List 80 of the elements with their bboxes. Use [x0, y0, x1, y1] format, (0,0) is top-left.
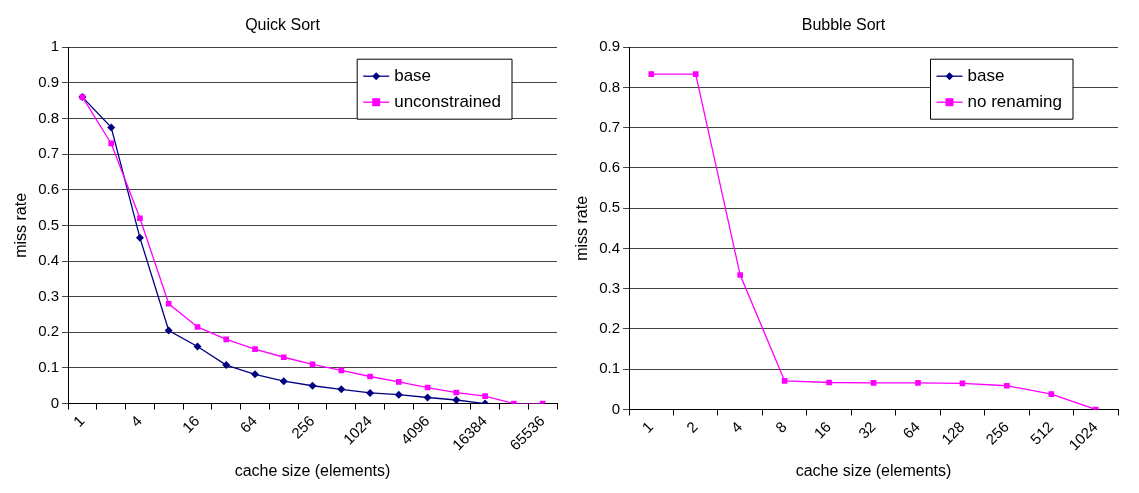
x-tick-label: 4 [727, 417, 746, 436]
point [308, 381, 317, 390]
legend-label: base [394, 65, 432, 85]
y-tick-label: 0.9 [38, 72, 60, 90]
x-tick-label: 2 [682, 417, 701, 436]
y-axis-title: miss rate [573, 195, 591, 261]
y-tick-label: 0.7 [38, 144, 60, 162]
x-tick-label: 1 [638, 417, 657, 436]
point [164, 326, 173, 335]
y-tick-label: 0.5 [38, 215, 60, 233]
point [337, 385, 346, 394]
point [366, 388, 375, 397]
point [194, 324, 201, 330]
point [692, 71, 699, 77]
point [222, 361, 231, 370]
x-tick-label: 64 [236, 411, 261, 436]
y-tick-label: 0.9 [599, 37, 621, 55]
x-tick-label: 8 [771, 417, 790, 436]
x-tick-label: 256 [982, 417, 1012, 448]
x-tick-label: 256 [287, 411, 318, 442]
y-tick-label: 0.4 [38, 251, 60, 269]
y-tick-label: 0 [50, 393, 60, 411]
legend-label: base [967, 65, 1005, 85]
chart-title: Quick Sort [245, 16, 321, 34]
point [737, 272, 744, 278]
y-tick-label: 0.2 [38, 322, 60, 340]
point [1048, 391, 1055, 398]
y-tick-label: 0.8 [599, 77, 621, 95]
point [394, 390, 403, 399]
x-tick-label: 16 [178, 411, 203, 436]
y-tick-label: 0.8 [38, 108, 60, 126]
point [781, 378, 788, 384]
point [423, 393, 432, 402]
y-axis-title: miss rate [12, 192, 30, 258]
y-tick-label: 0.2 [599, 319, 621, 337]
legend-label: unconstrained [394, 91, 502, 111]
y-tick-label: 0.1 [38, 358, 60, 376]
legend-label: no renaming [967, 91, 1063, 111]
point [108, 140, 115, 147]
point [280, 354, 287, 361]
point [193, 342, 202, 351]
x-axis-title: cache size (elements) [795, 461, 952, 479]
y-tick-label: 0.4 [599, 238, 621, 256]
point [367, 373, 373, 380]
point [452, 396, 461, 404]
point [107, 123, 116, 132]
y-tick-label: 1 [50, 37, 60, 55]
point [338, 367, 345, 374]
x-tick-label: 1 [69, 411, 88, 430]
y-tick-label: 0.3 [38, 286, 60, 304]
x-tick-label: 32 [854, 417, 879, 442]
point [915, 380, 921, 386]
y-tick-label: 0.1 [599, 359, 621, 377]
x-tick-label: 64 [899, 417, 924, 442]
chart-title: Bubble Sort [801, 16, 886, 34]
y-tick-label: 0.3 [599, 278, 621, 296]
y-tick-label: 0.6 [599, 158, 621, 176]
point [870, 380, 877, 386]
point [826, 379, 832, 386]
x-tick-label: 512 [1026, 417, 1057, 448]
x-tick-label: 4 [127, 411, 146, 430]
point [165, 300, 172, 307]
point [137, 215, 143, 222]
point [135, 233, 144, 242]
point [959, 380, 966, 387]
y-tick-label: 0.7 [599, 117, 621, 135]
point [251, 370, 259, 379]
point [252, 346, 258, 352]
point [223, 336, 230, 343]
x-axis-title: cache size (elements) [234, 461, 391, 479]
x-tick-label: 128 [937, 417, 968, 448]
y-tick-label: 0 [611, 399, 621, 417]
point [395, 379, 402, 385]
point [482, 393, 488, 399]
x-tick-label: 16 [810, 417, 835, 442]
y-tick-label: 0.5 [599, 198, 621, 216]
point [279, 377, 288, 386]
point [1004, 382, 1010, 389]
y-tick-label: 0.6 [38, 179, 60, 197]
point [648, 71, 655, 77]
